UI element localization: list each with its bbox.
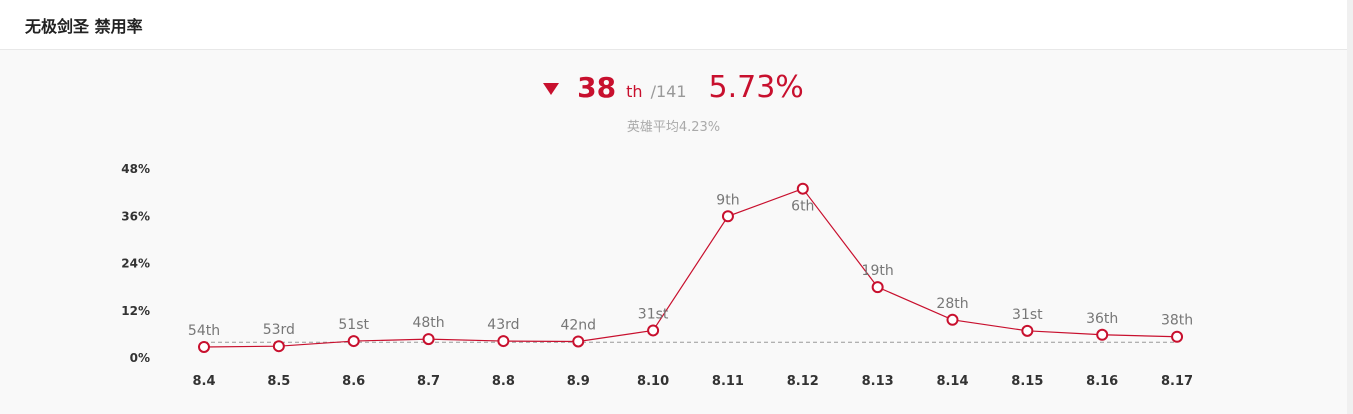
data-point [198, 340, 210, 353]
data-point [796, 182, 809, 195]
ban-rate-value: 5.73% [708, 70, 804, 105]
x-tick-label: 8.10 [637, 374, 669, 389]
down-triangle-icon [543, 83, 560, 95]
x-tick-label: 8.15 [1011, 374, 1043, 389]
y-tick-label: 48% [121, 162, 150, 176]
point-rank-label: 6th [791, 199, 814, 215]
rank-suffix: th [626, 82, 643, 101]
series-line [203, 187, 1178, 348]
data-point [272, 340, 285, 353]
data-point [721, 210, 734, 223]
rank-total: /141 [650, 82, 687, 101]
average-rate: 英雄平均4.23% [626, 120, 721, 135]
x-tick-label: 8.6 [342, 374, 365, 389]
x-tick-label: 8.11 [712, 374, 744, 389]
data-point [1171, 330, 1184, 343]
y-tick-label: 0% [130, 351, 150, 365]
point-rank-label: 36th [1086, 311, 1118, 327]
x-tick-label: 8.12 [787, 374, 819, 389]
point-rank-label: 51st [338, 317, 369, 333]
data-point [946, 313, 959, 326]
x-tick-label: 8.4 [192, 374, 215, 389]
point-rank-label: 38th [1161, 313, 1193, 329]
point-rank-label: 48th [412, 315, 444, 331]
point-rank-label: 19th [862, 263, 894, 279]
point-rank-label: 54th [188, 323, 220, 339]
data-point [647, 324, 660, 337]
x-tick-label: 8.7 [417, 374, 440, 389]
chart-area [0, 50, 1347, 414]
point-rank-label: 9th [716, 192, 739, 208]
x-tick-label: 8.9 [567, 374, 590, 389]
y-tick-label: 36% [121, 209, 150, 223]
data-point [497, 335, 510, 348]
data-point [871, 281, 884, 294]
y-tick-label: 24% [121, 257, 150, 271]
data-point [422, 333, 435, 346]
x-tick-label: 8.13 [862, 374, 894, 389]
panel-header: 无极剑圣 禁用率 [0, 0, 1347, 50]
data-point [347, 335, 360, 348]
scrollbar[interactable] [1347, 0, 1353, 414]
panel-title: 无极剑圣 禁用率 [25, 17, 143, 36]
point-rank-label: 31st [638, 306, 669, 322]
point-rank-label: 43rd [487, 317, 519, 333]
y-tick-label: 12% [121, 304, 150, 318]
x-tick-label: 8.16 [1086, 374, 1118, 389]
x-tick-label: 8.14 [936, 374, 968, 389]
rank-summary: 38 th /141 5.73% [0, 70, 1347, 105]
x-tick-label: 8.17 [1161, 374, 1193, 389]
data-point [572, 335, 585, 348]
point-rank-label: 42nd [560, 317, 596, 333]
x-tick-label: 8.8 [492, 374, 515, 389]
rank-number: 38 [577, 71, 617, 104]
data-point [1021, 324, 1034, 337]
point-rank-label: 28th [936, 296, 968, 312]
x-tick-label: 8.5 [267, 374, 290, 389]
point-rank-label: 31st [1012, 307, 1043, 323]
point-rank-label: 53rd [263, 322, 295, 338]
data-point [1096, 328, 1109, 341]
